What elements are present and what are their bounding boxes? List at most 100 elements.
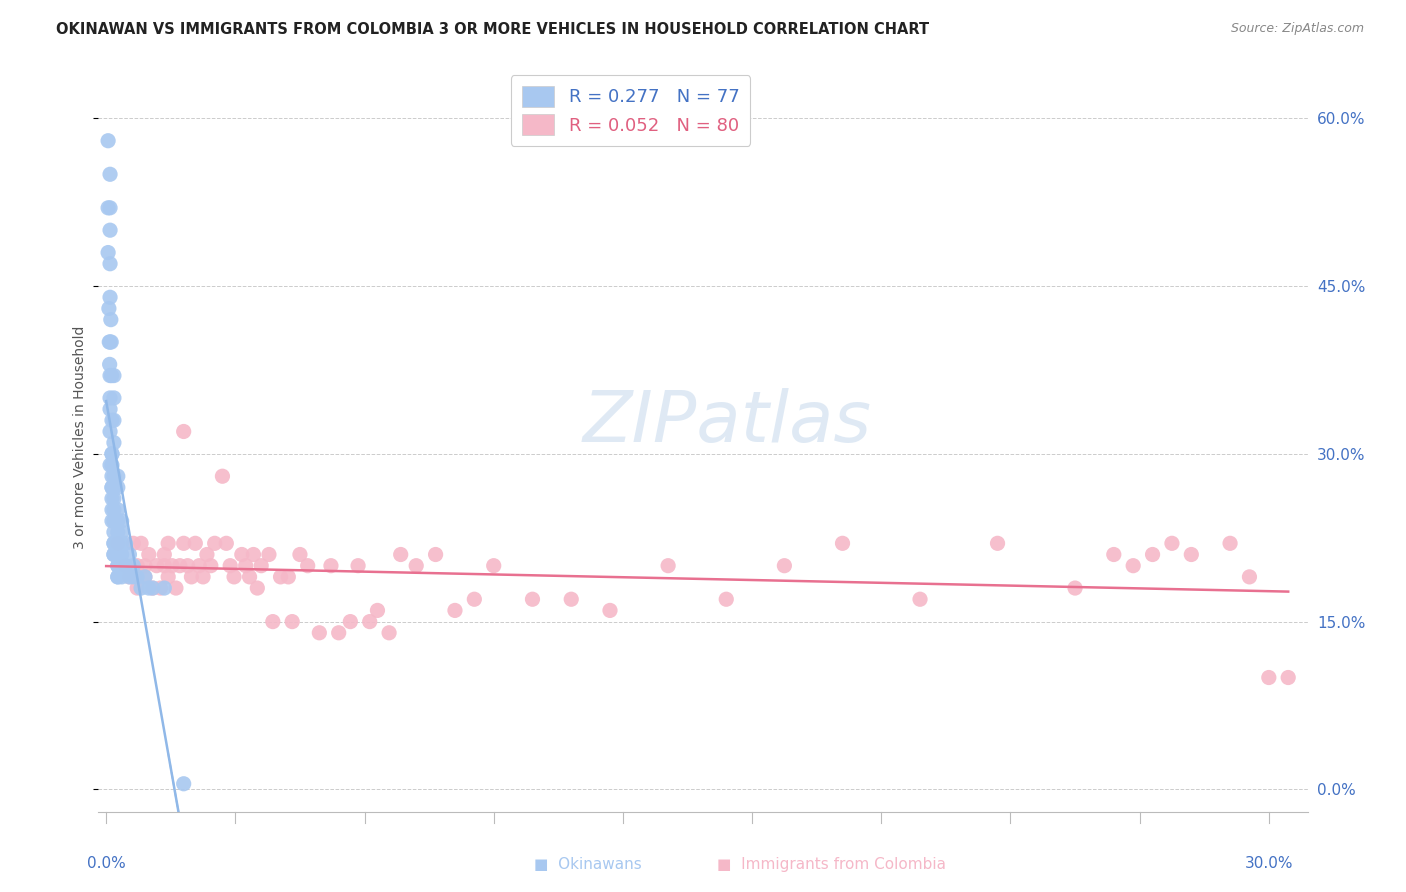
- Point: [359, 615, 381, 629]
- Point: [98, 402, 121, 417]
- Point: [191, 570, 214, 584]
- Point: [101, 480, 124, 494]
- Point: [157, 570, 180, 584]
- Point: [831, 536, 853, 550]
- Point: [97, 201, 120, 215]
- Point: [657, 558, 679, 573]
- Point: [176, 558, 198, 573]
- Point: [204, 536, 226, 550]
- Point: [425, 548, 447, 562]
- Point: [111, 525, 134, 540]
- Point: [270, 570, 292, 584]
- Point: [97, 245, 120, 260]
- Point: [257, 548, 280, 562]
- Point: [599, 603, 621, 617]
- Point: [98, 201, 121, 215]
- Point: [328, 625, 350, 640]
- Point: [444, 603, 467, 617]
- Y-axis label: 3 or more Vehicles in Household: 3 or more Vehicles in Household: [73, 326, 87, 549]
- Point: [98, 458, 121, 472]
- Point: [118, 570, 141, 584]
- Point: [173, 536, 195, 550]
- Point: [129, 536, 152, 550]
- Point: [986, 536, 1008, 550]
- Point: [366, 603, 388, 617]
- Point: [908, 592, 931, 607]
- Text: 30.0%: 30.0%: [1244, 856, 1294, 871]
- Point: [107, 536, 129, 550]
- Point: [262, 615, 284, 629]
- Point: [142, 581, 165, 595]
- Point: [773, 558, 796, 573]
- Point: [145, 558, 167, 573]
- Point: [222, 570, 245, 584]
- Point: [239, 570, 262, 584]
- Point: [134, 558, 156, 573]
- Point: [122, 570, 145, 584]
- Point: [101, 447, 124, 461]
- Point: [215, 536, 238, 550]
- Point: [463, 592, 485, 607]
- Point: [160, 558, 183, 573]
- Point: [101, 480, 124, 494]
- Point: [98, 290, 121, 304]
- Point: [98, 334, 121, 349]
- Point: [98, 257, 121, 271]
- Point: [1180, 548, 1202, 562]
- Point: [107, 570, 129, 584]
- Point: [560, 592, 582, 607]
- Legend: R = 0.277   N = 77, R = 0.052   N = 80: R = 0.277 N = 77, R = 0.052 N = 80: [510, 75, 751, 145]
- Point: [103, 413, 125, 427]
- Point: [134, 570, 156, 584]
- Point: [97, 134, 120, 148]
- Point: [107, 570, 129, 584]
- Point: [107, 469, 129, 483]
- Point: [405, 558, 427, 573]
- Text: ■  Immigrants from Colombia: ■ Immigrants from Colombia: [717, 857, 946, 872]
- Point: [114, 536, 136, 550]
- Point: [173, 425, 195, 439]
- Point: [111, 548, 134, 562]
- Point: [98, 223, 121, 237]
- Point: [114, 558, 136, 573]
- Point: [101, 514, 124, 528]
- Point: [153, 558, 176, 573]
- Point: [103, 536, 125, 550]
- Point: [1239, 570, 1261, 584]
- Point: [1122, 558, 1144, 573]
- Point: [184, 536, 207, 550]
- Point: [142, 581, 165, 595]
- Point: [103, 491, 125, 506]
- Point: [98, 358, 121, 372]
- Point: [103, 548, 125, 562]
- Point: [101, 502, 124, 516]
- Point: [103, 368, 125, 383]
- Point: [482, 558, 505, 573]
- Point: [103, 435, 125, 450]
- Point: [1064, 581, 1087, 595]
- Point: [1257, 671, 1279, 685]
- Point: [101, 413, 124, 427]
- Point: [339, 615, 361, 629]
- Point: [101, 469, 124, 483]
- Point: [107, 548, 129, 562]
- Point: [118, 570, 141, 584]
- Point: [100, 312, 122, 326]
- Point: [716, 592, 738, 607]
- Text: ■  Okinawans: ■ Okinawans: [534, 857, 643, 872]
- Point: [231, 548, 253, 562]
- Point: [107, 536, 129, 550]
- Text: Source: ZipAtlas.com: Source: ZipAtlas.com: [1230, 22, 1364, 36]
- Point: [107, 536, 129, 550]
- Point: [1161, 536, 1184, 550]
- Point: [111, 514, 134, 528]
- Point: [1219, 536, 1241, 550]
- Point: [235, 558, 257, 573]
- Point: [127, 581, 149, 595]
- Point: [127, 570, 149, 584]
- Point: [111, 570, 134, 584]
- Point: [103, 502, 125, 516]
- Point: [122, 558, 145, 573]
- Point: [107, 480, 129, 494]
- Point: [122, 536, 145, 550]
